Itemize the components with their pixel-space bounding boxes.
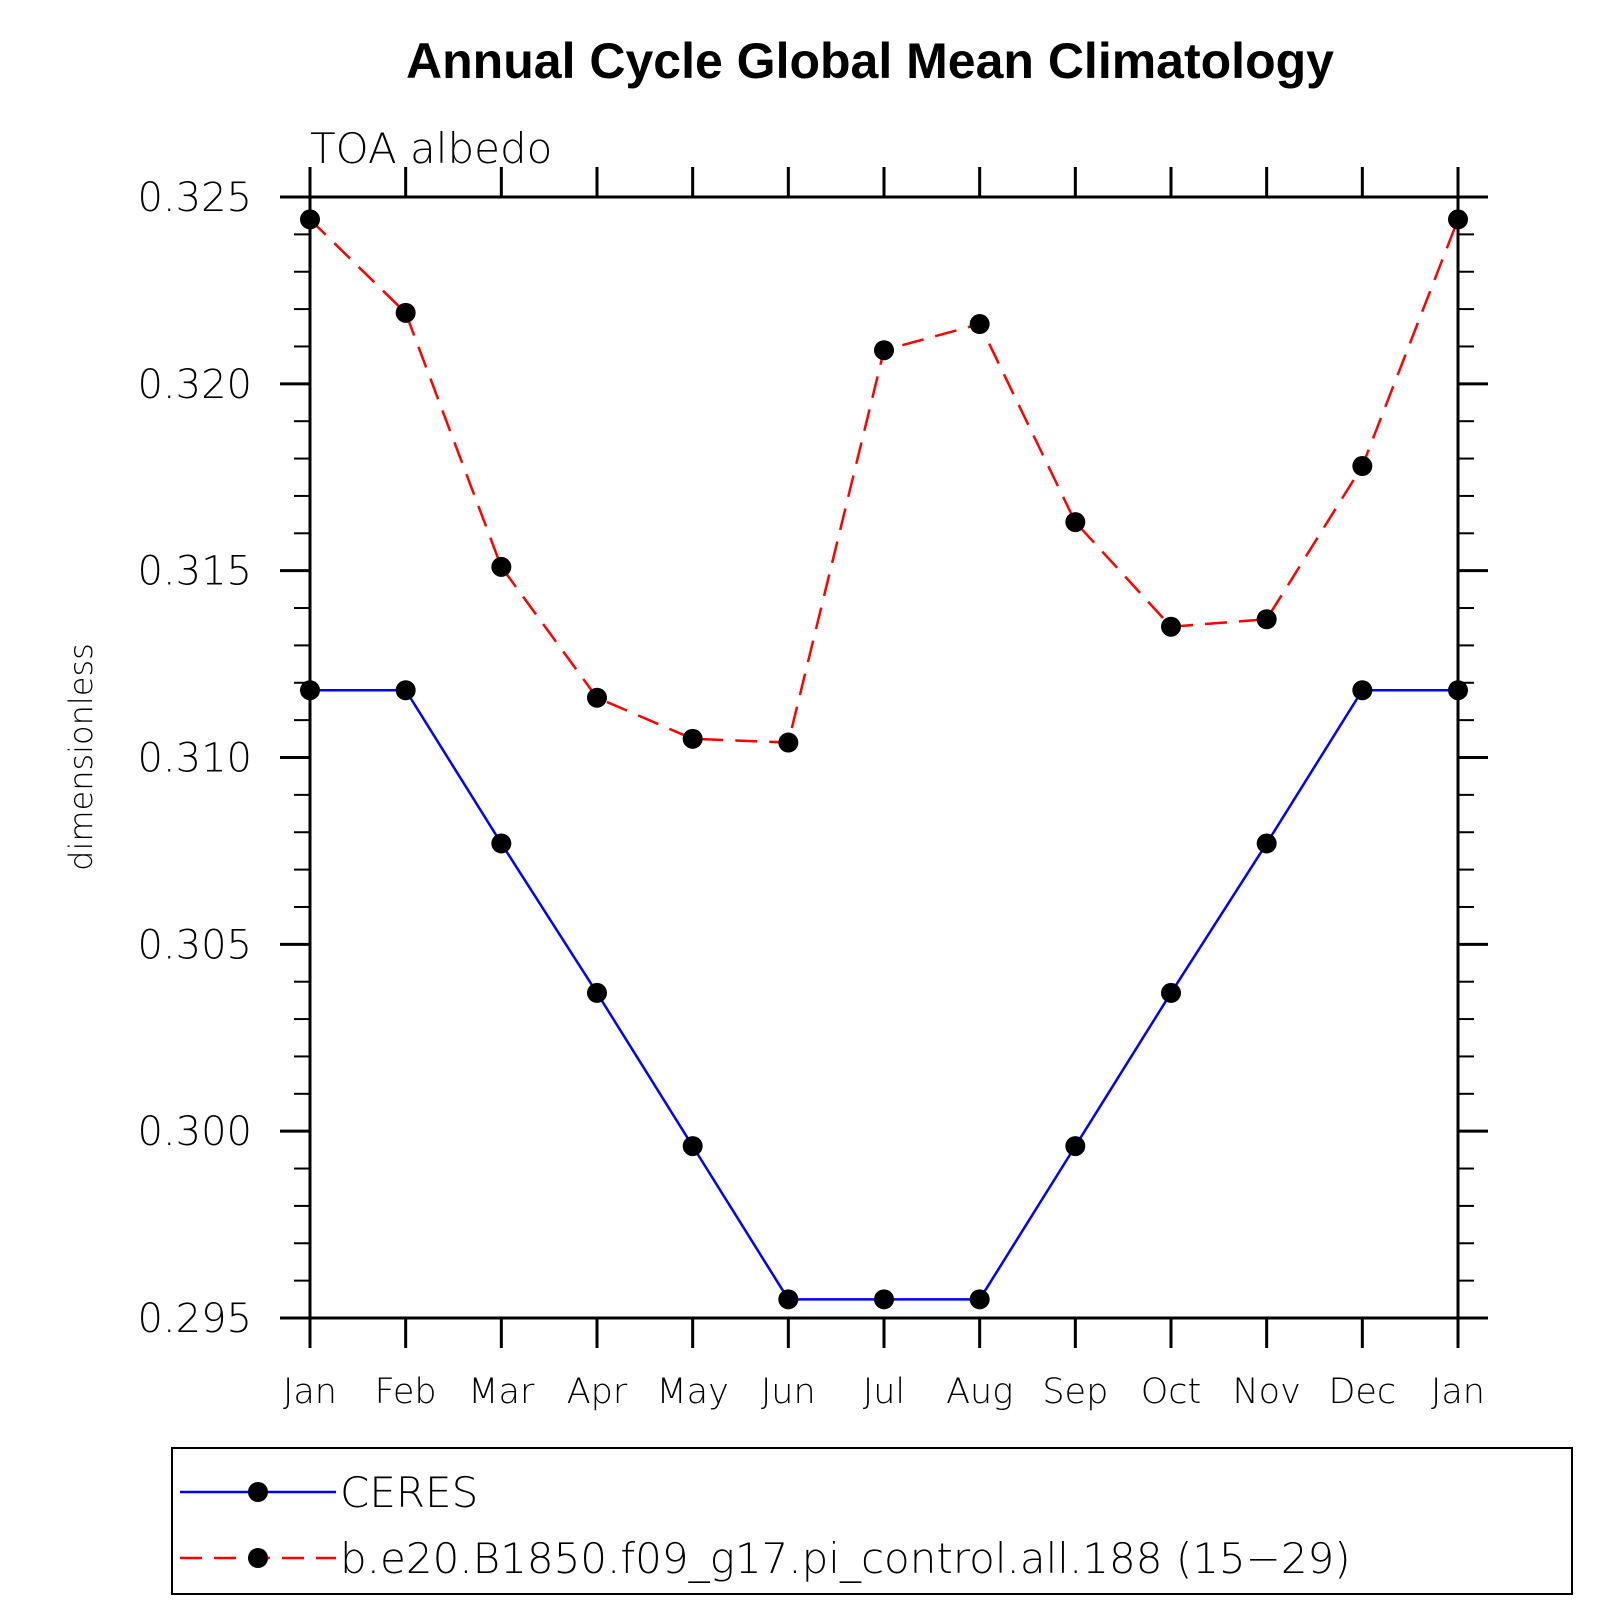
x-tick-label: Feb: [375, 1372, 437, 1412]
y-tick-label: 0.325: [137, 175, 252, 221]
series-layer: [300, 209, 1468, 1310]
series-1-point: [587, 687, 607, 708]
series-1-point: [874, 340, 894, 361]
series-1-point: [1161, 616, 1181, 637]
legend-box: [171, 1447, 1573, 1595]
x-tick-label: Nov: [1233, 1372, 1301, 1412]
y-tick-label: 0.295: [137, 1296, 252, 1342]
legend: CERES b.e20.B1850.f09_g17.pi_control.all.…: [171, 1447, 1573, 1595]
x-axis-tick-labels: Jan Feb Mar Apr May Jun Jul Aug Sep Oct Nov Dec Jan: [283, 1372, 1485, 1412]
x-tick-label: Jul: [863, 1372, 905, 1412]
series-line-0: [310, 688, 1458, 1301]
series-line-1: [309, 218, 1460, 744]
series-1-point: [682, 728, 703, 749]
plot-frame: [308, 195, 1460, 1320]
series-1-point: [491, 556, 512, 577]
y-tick-label: 0.310: [137, 736, 252, 782]
x-tick-label: Dec: [1328, 1372, 1396, 1412]
x-tick-label: Oct: [1141, 1372, 1202, 1412]
series-0-point: [682, 1136, 703, 1157]
x-tick-label: May: [656, 1372, 728, 1412]
y-tick-label: 0.315: [137, 549, 252, 595]
legend-marker-0: [248, 1482, 268, 1502]
series-0-point: [1065, 1136, 1086, 1157]
series-0-point: [1352, 680, 1373, 701]
axis-ticks: [280, 167, 1488, 1348]
y-tick-label: 0.320: [137, 362, 252, 408]
series-0-point: [587, 982, 607, 1003]
x-tick-label: Apr: [567, 1372, 628, 1412]
series-0-point: [969, 1289, 990, 1310]
y-axis-tick-labels: 0.295 0.300 0.305 0.310 0.315 0.320 0.325: [137, 175, 252, 1342]
x-tick-label: Sep: [1042, 1372, 1108, 1412]
series-1-point: [1065, 512, 1086, 533]
series-1-point: [969, 314, 990, 335]
x-tick-label: Jan: [283, 1372, 337, 1412]
x-tick-label: Jan: [1431, 1372, 1485, 1412]
chart-subtitle: TOA albedo: [310, 124, 552, 173]
x-tick-label: Jun: [761, 1372, 816, 1412]
y-tick-label: 0.305: [137, 922, 252, 968]
series-0-point: [1161, 982, 1181, 1003]
series-0-point: [491, 833, 512, 854]
series-1-point: [1352, 456, 1373, 477]
series-1-point: [1256, 609, 1277, 630]
x-tick-label: Mar: [468, 1372, 535, 1412]
series-0-point: [1256, 833, 1277, 854]
legend-label-1: b.e20.B1850.f09_g17.pi_control.all.188 (…: [340, 1534, 1351, 1583]
series-1-point: [778, 732, 799, 753]
series-0-point: [778, 1289, 799, 1310]
series-0-point: [395, 680, 416, 701]
y-axis-label: dimensionless: [62, 643, 100, 871]
legend-marker-1: [248, 1548, 268, 1568]
series-0-point: [874, 1289, 894, 1310]
x-tick-label: Aug: [946, 1372, 1013, 1412]
series-1-point: [395, 302, 416, 323]
legend-label-0: CERES: [340, 1468, 478, 1517]
chart-title: Annual Cycle Global Mean Climatology: [406, 33, 1334, 89]
y-tick-label: 0.300: [137, 1109, 252, 1155]
